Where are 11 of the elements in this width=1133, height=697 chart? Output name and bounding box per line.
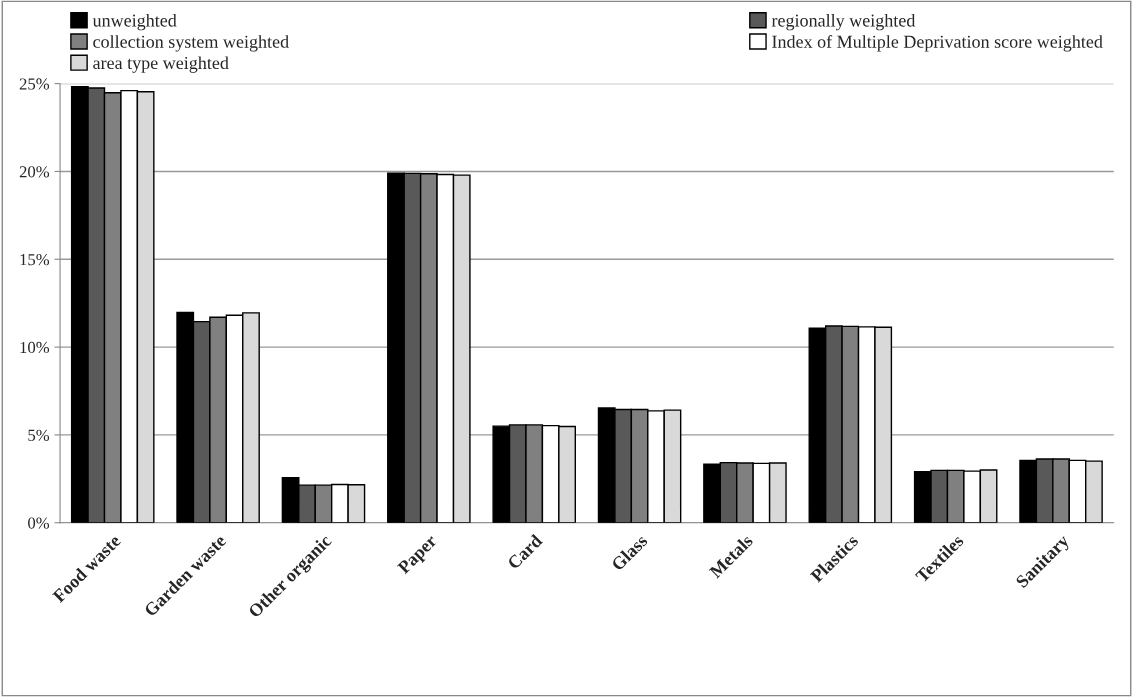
y-tick-label: 25% xyxy=(19,78,50,90)
legend-label: area type weighted xyxy=(93,56,229,73)
legend-label: collection system weighted xyxy=(93,35,289,52)
y-tick-label: 0% xyxy=(28,517,50,529)
y-tick-label: 10% xyxy=(20,341,50,354)
legend-label: Index of Multiple Deprivation score weighted xyxy=(772,34,1103,52)
legend-label: unweighted xyxy=(92,13,177,31)
y-tick-label: 15% xyxy=(20,253,50,266)
y-tick-label: 5% xyxy=(28,429,50,441)
legend-label: regionally weighted xyxy=(771,13,916,31)
y-tick-label: 20% xyxy=(19,166,50,178)
